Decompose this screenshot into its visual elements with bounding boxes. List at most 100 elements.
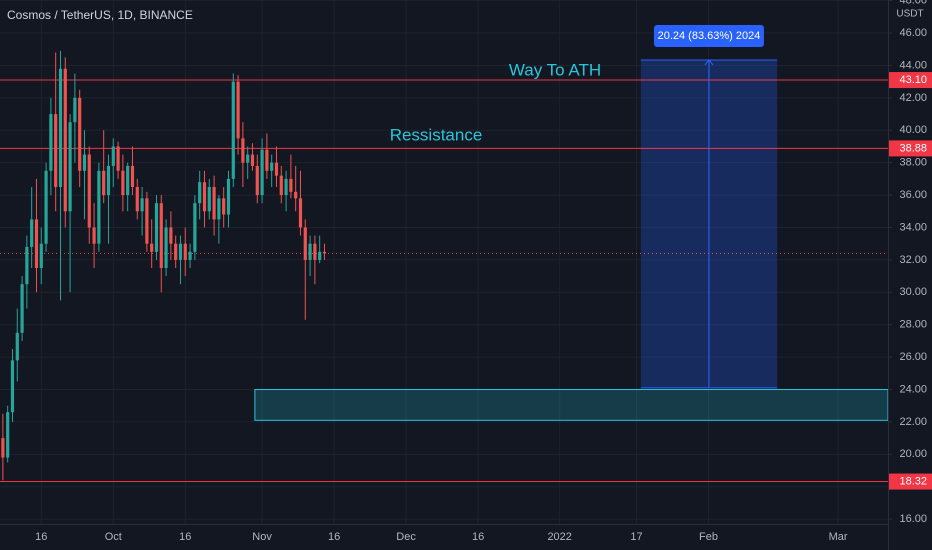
annotation: Way To ATH bbox=[509, 60, 601, 79]
y-tick-label: 48.00 bbox=[899, 0, 927, 7]
y-tick-label: 16.00 bbox=[899, 513, 927, 525]
x-tick-label: Nov bbox=[252, 531, 272, 543]
candle-body bbox=[322, 251, 327, 254]
annotation: Ressistance bbox=[390, 125, 483, 144]
candle-body bbox=[294, 191, 298, 199]
candle-body bbox=[193, 203, 197, 252]
candle-body bbox=[270, 162, 274, 171]
measure-arrowhead bbox=[704, 59, 714, 66]
candle-body bbox=[217, 198, 221, 220]
y-tick-label: 28.00 bbox=[899, 319, 927, 331]
candle-body bbox=[255, 165, 259, 196]
candle-body bbox=[145, 198, 149, 244]
y-tick-label: 24.00 bbox=[899, 383, 927, 395]
x-tick-label: 2022 bbox=[547, 531, 571, 543]
candle-body bbox=[121, 170, 125, 196]
overlays: 20.24 (83.63%) 2024 bbox=[0, 24, 889, 483]
candle-body bbox=[207, 186, 211, 212]
candle-body bbox=[265, 149, 269, 171]
x-tick-label: Mar bbox=[829, 531, 848, 543]
y-tick-label: 40.00 bbox=[899, 124, 927, 136]
candle-body bbox=[20, 284, 24, 333]
x-tick-label: Feb bbox=[699, 531, 718, 543]
measure-label-box bbox=[653, 24, 764, 47]
candle-body bbox=[135, 186, 139, 212]
candle-body bbox=[39, 243, 43, 268]
candle-body bbox=[289, 178, 293, 192]
candle-body bbox=[87, 154, 91, 228]
candle-body bbox=[111, 146, 115, 166]
candle-body bbox=[274, 162, 279, 176]
y-tick-label: 34.00 bbox=[899, 221, 927, 233]
candle-body bbox=[54, 114, 58, 187]
candle-body bbox=[106, 165, 111, 196]
axis-unit: USDT bbox=[896, 9, 923, 20]
price-label-box bbox=[889, 473, 932, 490]
x-tick-label: 16 bbox=[472, 531, 484, 543]
y-tick-label: 36.00 bbox=[899, 189, 927, 201]
candle-body bbox=[183, 243, 187, 260]
candle-body bbox=[222, 198, 226, 215]
candle-body bbox=[97, 170, 101, 244]
y-tick-label: 32.00 bbox=[899, 254, 927, 266]
y-tick-label: 26.00 bbox=[899, 351, 927, 363]
candle-body bbox=[178, 243, 183, 260]
x-tick-label: Oct bbox=[105, 531, 122, 543]
candle-body bbox=[140, 198, 144, 212]
candle-body bbox=[246, 154, 250, 163]
candle-body bbox=[284, 178, 288, 196]
candle-body bbox=[231, 81, 235, 179]
candle-body bbox=[63, 68, 67, 212]
candle-body bbox=[30, 219, 34, 247]
price-label: 38.88 bbox=[899, 142, 927, 154]
y-tick-label: 20.00 bbox=[899, 448, 927, 460]
candle-body bbox=[279, 175, 283, 196]
candle-body bbox=[241, 138, 245, 163]
candle-body bbox=[15, 332, 19, 361]
x-tick-label: Dec bbox=[396, 531, 416, 543]
y-tick-label: 42.00 bbox=[899, 92, 927, 104]
candle-body bbox=[68, 122, 72, 212]
candle-body bbox=[159, 203, 163, 268]
x-tick-label: 17 bbox=[630, 531, 642, 543]
candle-body bbox=[49, 114, 53, 171]
y-tick-label: 46.00 bbox=[899, 27, 927, 39]
candle-body bbox=[58, 68, 63, 187]
candle-body bbox=[130, 165, 135, 187]
price-label: 18.32 bbox=[899, 475, 927, 487]
price-label: 43.10 bbox=[899, 74, 927, 86]
y-tick-label: 30.00 bbox=[899, 286, 927, 298]
candle-body bbox=[164, 227, 168, 268]
candle-body bbox=[154, 203, 159, 252]
candle-body bbox=[260, 149, 264, 196]
candle-body bbox=[308, 243, 312, 260]
candle-body bbox=[174, 243, 178, 260]
candle-body bbox=[126, 165, 130, 196]
candle-body bbox=[313, 243, 317, 260]
candle-body bbox=[250, 154, 255, 166]
price-label-box bbox=[889, 140, 932, 157]
candle-body bbox=[116, 146, 120, 171]
chart-title: Cosmos / TetherUS, 1D, BINANCE bbox=[7, 8, 193, 22]
candles bbox=[1, 50, 327, 481]
candle-body bbox=[44, 170, 48, 244]
y-tick-label: 44.00 bbox=[899, 59, 927, 71]
candle-body bbox=[92, 227, 96, 244]
candle-body bbox=[198, 182, 202, 204]
candle-body bbox=[10, 360, 15, 413]
x-tick-label: 16 bbox=[328, 531, 340, 543]
candle-body bbox=[188, 251, 192, 260]
candle-body bbox=[102, 170, 106, 196]
measure-label: 20.24 (83.63%) 2024 bbox=[658, 30, 761, 42]
candle-body bbox=[298, 198, 303, 228]
candle-body bbox=[34, 219, 39, 268]
candle-body bbox=[169, 227, 173, 244]
candle-body bbox=[303, 227, 307, 260]
candle-body bbox=[226, 178, 231, 215]
candle-body bbox=[318, 251, 322, 260]
candle-body bbox=[78, 97, 82, 171]
price-label-box bbox=[889, 72, 932, 89]
